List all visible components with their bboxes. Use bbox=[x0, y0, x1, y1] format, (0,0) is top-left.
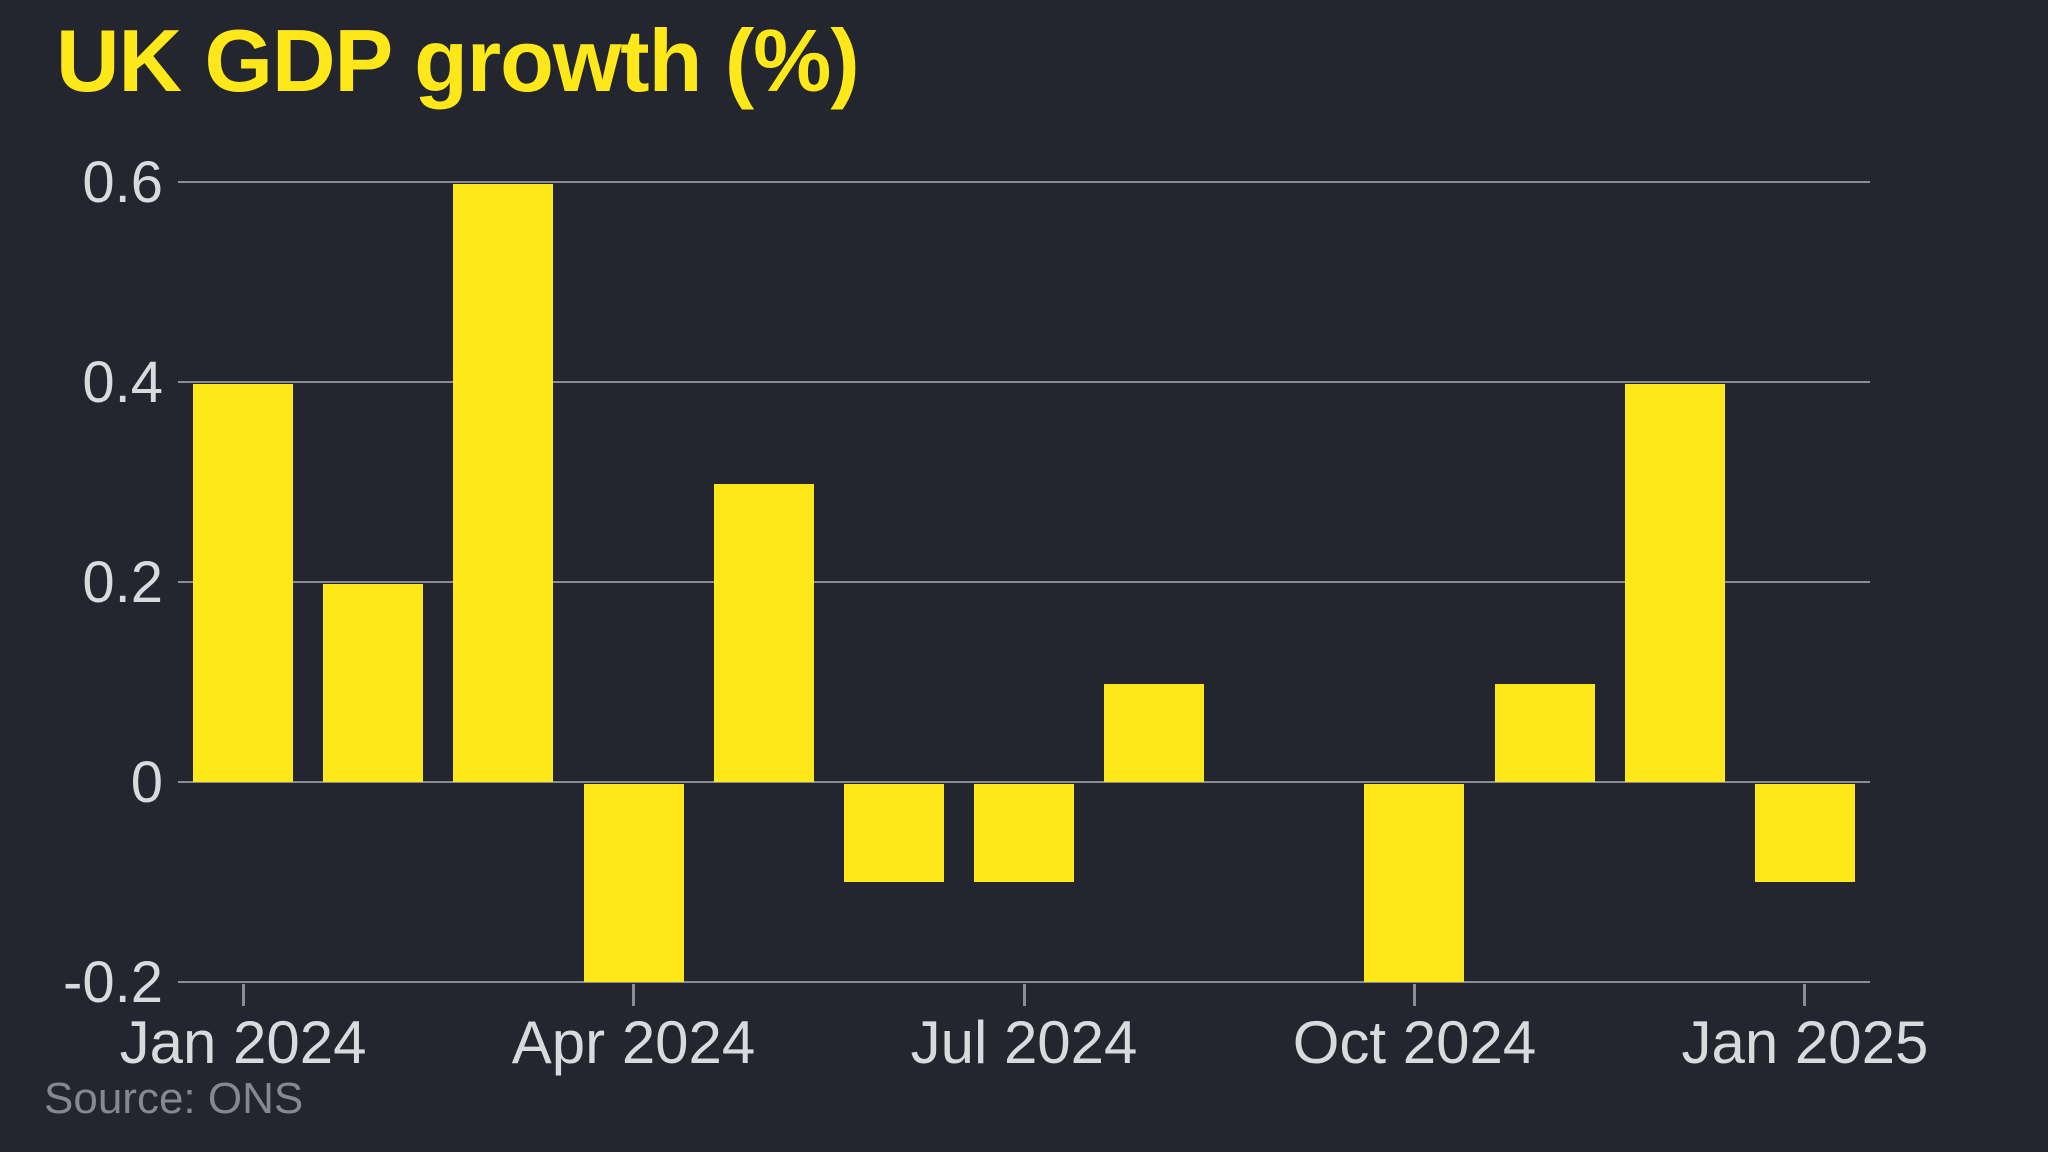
gridline--0.2 bbox=[178, 981, 1870, 983]
bar-oct-2024 bbox=[1364, 784, 1465, 982]
gridline-0.6 bbox=[178, 181, 1870, 183]
bar-may-2024 bbox=[713, 484, 814, 782]
bar-apr-2024 bbox=[583, 784, 684, 982]
bar-aug-2024 bbox=[1104, 684, 1205, 782]
y-axis-label-0.4: 0.4 bbox=[82, 350, 163, 415]
x-axis-tick-apr-2024 bbox=[632, 984, 636, 1006]
bar-nov-2024 bbox=[1494, 684, 1595, 782]
x-axis-tick-jul-2024 bbox=[1022, 984, 1026, 1006]
bar-mar-2024 bbox=[453, 184, 554, 782]
chart-title: UK GDP growth (%) bbox=[56, 11, 860, 110]
x-axis-label-jan-2024: Jan 2024 bbox=[119, 1009, 367, 1076]
gridline-0.2 bbox=[178, 581, 1870, 583]
x-axis-tick-jan-2025 bbox=[1803, 984, 1807, 1006]
gridline-0 bbox=[178, 781, 1870, 783]
bar-jun-2024 bbox=[843, 784, 944, 882]
bar-feb-2024 bbox=[323, 584, 424, 782]
x-axis-label-jan-2025: Jan 2025 bbox=[1681, 1009, 1929, 1076]
bar-dec-2024 bbox=[1624, 384, 1725, 782]
x-axis-tick-oct-2024 bbox=[1412, 984, 1416, 1006]
bar-jul-2024 bbox=[974, 784, 1074, 882]
source-note: Source: ONS bbox=[44, 1074, 304, 1123]
x-axis-tick-jan-2024 bbox=[241, 984, 245, 1006]
y-axis-label-0.6: 0.6 bbox=[82, 150, 163, 215]
bar-jan-2025 bbox=[1754, 784, 1855, 882]
y-axis-label-0: 0 bbox=[130, 750, 163, 815]
y-axis-label-0.2: 0.2 bbox=[82, 550, 163, 615]
bar-jan-2024 bbox=[193, 384, 294, 782]
x-axis-label-apr-2024: Apr 2024 bbox=[511, 1009, 756, 1076]
x-axis-label-oct-2024: Oct 2024 bbox=[1292, 1009, 1537, 1076]
y-axis-label--0.2: -0.2 bbox=[63, 950, 163, 1015]
x-axis-label-jul-2024: Jul 2024 bbox=[910, 1009, 1138, 1076]
gridline-0.4 bbox=[178, 381, 1870, 383]
